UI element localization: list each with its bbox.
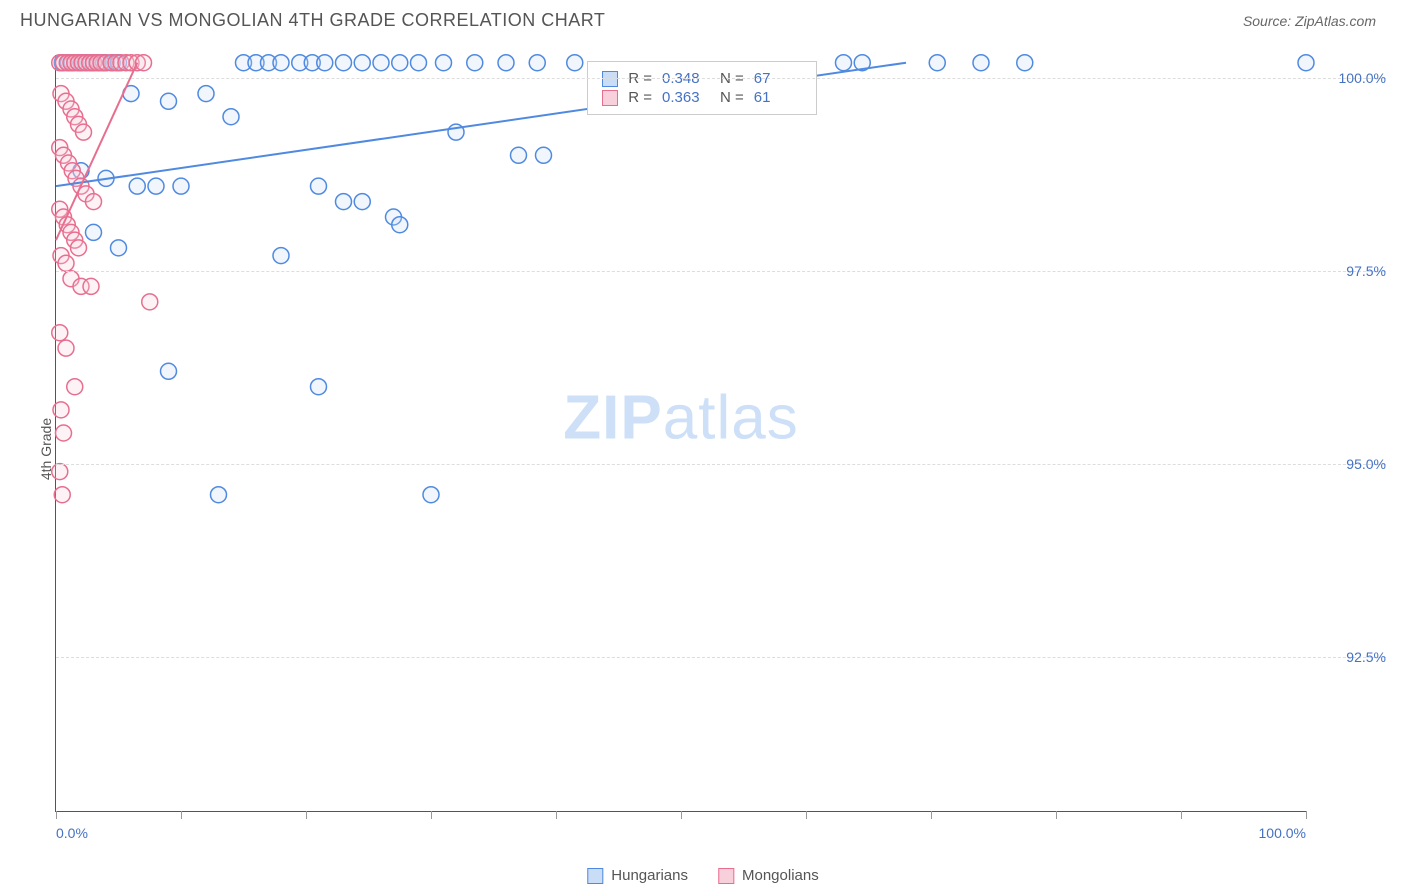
scatter-point — [86, 224, 102, 240]
x-tick — [306, 811, 307, 819]
scatter-point — [317, 55, 333, 71]
x-tick — [431, 811, 432, 819]
r-label: R = — [628, 89, 652, 106]
scatter-point — [354, 194, 370, 210]
x-tick-label: 100.0% — [1259, 825, 1306, 841]
chart-header: HUNGARIAN VS MONGOLIAN 4TH GRADE CORRELA… — [0, 0, 1406, 41]
x-tick-label: 0.0% — [56, 825, 88, 841]
source-name: ZipAtlas.com — [1295, 13, 1376, 29]
legend-item-hungarians: Hungarians — [587, 867, 688, 884]
scatter-point — [511, 147, 527, 163]
scatter-point — [71, 240, 87, 256]
scatter-svg — [56, 55, 1306, 811]
scatter-point — [54, 487, 70, 503]
gridline-h — [56, 271, 1386, 272]
scatter-point — [1298, 55, 1314, 71]
scatter-point — [161, 93, 177, 109]
scatter-point — [273, 248, 289, 264]
scatter-point — [67, 379, 83, 395]
y-tick-label: 95.0% — [1316, 456, 1386, 472]
scatter-point — [52, 464, 68, 480]
scatter-point — [142, 294, 158, 310]
scatter-point — [836, 55, 852, 71]
scatter-point — [529, 55, 545, 71]
x-tick — [1056, 811, 1057, 819]
scatter-point — [1017, 55, 1033, 71]
source-prefix: Source: — [1243, 13, 1295, 29]
scatter-point — [336, 194, 352, 210]
scatter-point — [354, 55, 370, 71]
x-tick — [806, 811, 807, 819]
scatter-point — [273, 55, 289, 71]
scatter-point — [411, 55, 427, 71]
scatter-point — [436, 55, 452, 71]
x-tick — [1181, 811, 1182, 819]
scatter-point — [929, 55, 945, 71]
scatter-point — [161, 363, 177, 379]
legend-label-mongolians: Mongolians — [742, 867, 819, 884]
scatter-point — [392, 55, 408, 71]
scatter-point — [567, 55, 583, 71]
x-tick — [181, 811, 182, 819]
scatter-point — [392, 217, 408, 233]
scatter-point — [58, 255, 74, 271]
stat-row-mongolians: R = 0.363 N = 61 — [602, 89, 802, 106]
scatter-point — [223, 109, 239, 125]
scatter-point — [311, 178, 327, 194]
scatter-point — [973, 55, 989, 71]
scatter-point — [498, 55, 514, 71]
x-tick — [681, 811, 682, 819]
bottom-legend: Hungarians Mongolians — [587, 867, 818, 884]
legend-swatch-mongolians-icon — [718, 868, 734, 884]
chart-title: HUNGARIAN VS MONGOLIAN 4TH GRADE CORRELA… — [20, 10, 605, 31]
scatter-point — [111, 240, 127, 256]
scatter-point — [311, 379, 327, 395]
scatter-point — [211, 487, 227, 503]
scatter-point — [136, 55, 152, 71]
scatter-point — [173, 178, 189, 194]
legend-label-hungarians: Hungarians — [611, 867, 688, 884]
x-tick — [1306, 811, 1307, 819]
scatter-point — [86, 194, 102, 210]
scatter-point — [56, 425, 72, 441]
scatter-point — [198, 86, 214, 102]
gridline-h — [56, 657, 1386, 658]
plot-area: ZIPatlas R = 0.348 N = 67 R = 0.363 N = … — [55, 55, 1306, 812]
scatter-point — [129, 178, 145, 194]
legend-item-mongolians: Mongolians — [718, 867, 819, 884]
scatter-point — [423, 487, 439, 503]
legend-swatch-hungarians-icon — [587, 868, 603, 884]
x-tick — [556, 811, 557, 819]
source-attribution: Source: ZipAtlas.com — [1243, 13, 1376, 29]
y-tick-label: 97.5% — [1316, 263, 1386, 279]
correlation-stat-box: R = 0.348 N = 67 R = 0.363 N = 61 — [587, 61, 817, 115]
scatter-point — [148, 178, 164, 194]
scatter-point — [58, 340, 74, 356]
gridline-h — [56, 78, 1386, 79]
scatter-point — [52, 325, 68, 341]
scatter-point — [536, 147, 552, 163]
legend-swatch-mongolians — [602, 90, 618, 106]
n-value-mongolians: 61 — [754, 89, 802, 106]
y-tick-label: 100.0% — [1316, 70, 1386, 86]
n-label: N = — [720, 89, 744, 106]
scatter-point — [336, 55, 352, 71]
scatter-point — [53, 402, 69, 418]
scatter-point — [467, 55, 483, 71]
r-value-mongolians: 0.363 — [662, 89, 710, 106]
gridline-h — [56, 464, 1386, 465]
chart-container: 4th Grade ZIPatlas R = 0.348 N = 67 R = … — [20, 45, 1396, 852]
x-tick — [56, 811, 57, 819]
scatter-point — [83, 278, 99, 294]
scatter-point — [76, 124, 92, 140]
y-tick-label: 92.5% — [1316, 649, 1386, 665]
x-tick — [931, 811, 932, 819]
scatter-point — [373, 55, 389, 71]
